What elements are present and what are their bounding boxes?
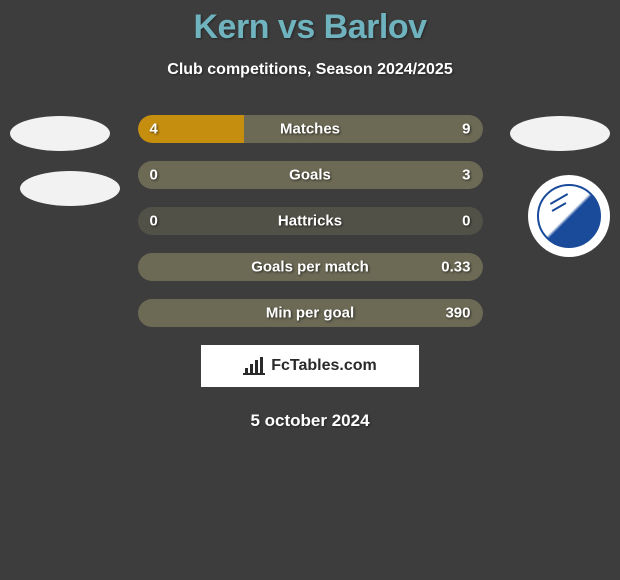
player-left-avatar-placeholder — [10, 116, 110, 151]
stat-bar-row: 0 Goals 3 — [138, 161, 483, 189]
stat-bar-row: 0 Hattricks 0 — [138, 207, 483, 235]
stat-value-right: 0 — [462, 213, 470, 230]
stat-label: Goals per match — [251, 259, 369, 276]
stat-value-left: 0 — [150, 213, 158, 230]
stat-value-right: 9 — [462, 121, 470, 138]
stat-label: Goals — [289, 167, 331, 184]
stat-value-right: 390 — [445, 305, 470, 322]
club-logo-right[interactable] — [528, 175, 610, 257]
stat-value-right: 3 — [462, 167, 470, 184]
stat-bar-row: 4 Matches 9 — [138, 115, 483, 143]
bar-chart-icon — [243, 357, 265, 375]
stats-area: 4 Matches 9 0 Goals 3 0 Hattricks 0 Goals per mat… — [0, 115, 620, 327]
stat-bar-row: Goals per match 0.33 — [138, 253, 483, 281]
stat-label: Min per goal — [266, 305, 354, 322]
comparison-card: Kern vs Barlov Club competitions, Season… — [0, 0, 620, 431]
stat-label: Hattricks — [278, 213, 342, 230]
shield-icon — [537, 184, 601, 248]
brand-text: FcTables.com — [271, 357, 377, 375]
stat-bars: 4 Matches 9 0 Goals 3 0 Hattricks 0 Goals per mat… — [138, 115, 483, 327]
page-subtitle: Club competitions, Season 2024/2025 — [0, 61, 620, 79]
stat-label: Matches — [280, 121, 340, 138]
stat-value-left: 4 — [150, 121, 158, 138]
page-title: Kern vs Barlov — [0, 8, 620, 47]
player-right-avatar-placeholder — [510, 116, 610, 151]
stat-bar-row: Min per goal 390 — [138, 299, 483, 327]
footer-date: 5 october 2024 — [0, 411, 620, 431]
stat-value-left: 0 — [150, 167, 158, 184]
stat-value-right: 0.33 — [441, 259, 470, 276]
brand-banner[interactable]: FcTables.com — [201, 345, 419, 387]
player-left-avatar-placeholder-2 — [20, 171, 120, 206]
